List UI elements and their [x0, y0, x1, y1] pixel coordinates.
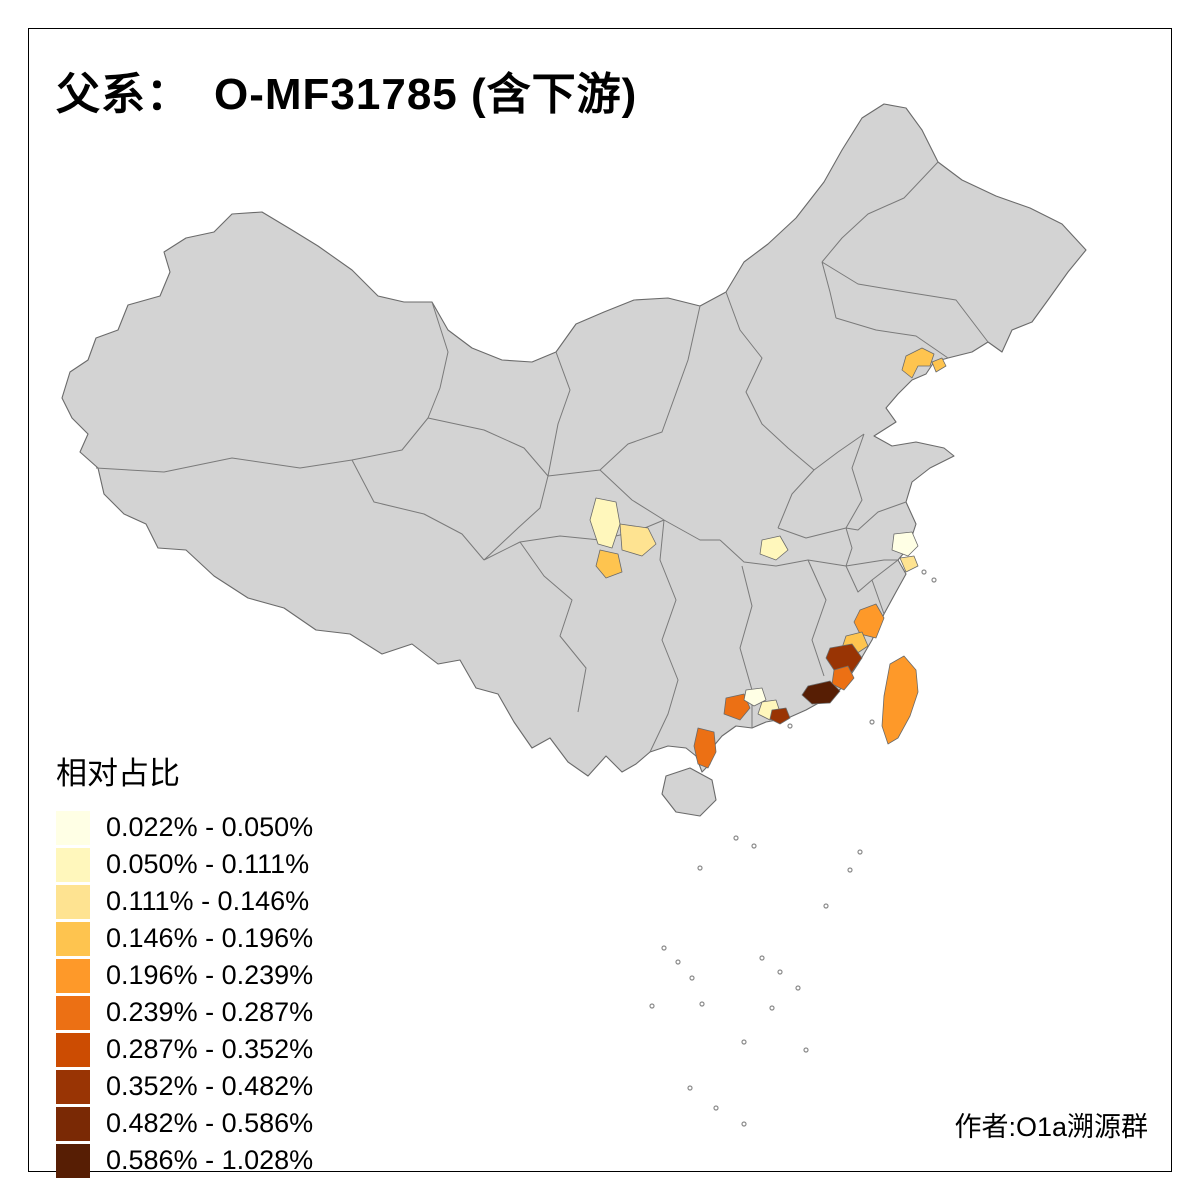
- legend-label: 0.239% - 0.287%: [106, 997, 314, 1027]
- region-shanghai-south: [899, 555, 919, 573]
- legend-label: 0.196% - 0.239%: [106, 960, 314, 990]
- legend-label: 0.050% - 0.111%: [106, 849, 310, 879]
- map-title: 父系： O-MF31785 (含下游): [56, 70, 638, 119]
- legend-label: 0.482% - 0.586%: [106, 1108, 314, 1138]
- region-sichuan-south: [595, 549, 623, 579]
- legend-item: 0.287% - 0.352%: [56, 1031, 313, 1068]
- legend-swatch: [56, 884, 90, 919]
- legend-swatch: [56, 1069, 90, 1104]
- legend-item: 0.050% - 0.111%: [56, 846, 313, 883]
- small-islands: [649, 569, 937, 1127]
- legend-label: 0.352% - 0.482%: [106, 1071, 314, 1101]
- legend-swatch: [56, 921, 90, 956]
- region-taiwan: [881, 655, 919, 745]
- legend-label: 0.111% - 0.146%: [106, 886, 310, 916]
- region-shanghai: [891, 531, 919, 557]
- legend-item: 0.111% - 0.146%: [56, 883, 313, 920]
- legend-item: 0.196% - 0.239%: [56, 957, 313, 994]
- region-guangdong-chaoshan: [801, 680, 841, 705]
- legend: 相对占比 0.022% - 0.050% 0.050% - 0.111% 0.1…: [56, 748, 313, 1179]
- mainland-china-shape: [61, 103, 1087, 777]
- legend-swatch: [56, 995, 90, 1030]
- legend-swatch: [56, 1143, 90, 1178]
- hainan-island-shape: [661, 767, 717, 817]
- legend-item: 0.239% - 0.287%: [56, 994, 313, 1031]
- region-fujian-northeast-coast: [853, 603, 885, 639]
- legend-swatch: [56, 1032, 90, 1067]
- region-leizhou-zhanjiang: [693, 727, 717, 769]
- legend-swatch: [56, 1106, 90, 1141]
- region-hunan-central: [759, 535, 789, 561]
- region-sichuan-east: [619, 523, 657, 557]
- legend-label: 0.146% - 0.196%: [106, 923, 314, 953]
- legend-swatch: [56, 958, 90, 993]
- attribution: 作者:O1a溯源群: [954, 1112, 1148, 1142]
- legend-item: 0.146% - 0.196%: [56, 920, 313, 957]
- region-guangdong-pearl-west: [723, 693, 751, 721]
- legend-label: 0.287% - 0.352%: [106, 1034, 314, 1064]
- legend-item: 0.352% - 0.482%: [56, 1068, 313, 1105]
- legend-item: 0.586% - 1.028%: [56, 1142, 313, 1179]
- province-borders: [95, 161, 989, 753]
- legend-item: 0.022% - 0.050%: [56, 809, 313, 846]
- region-fujian-xiamen: [831, 665, 855, 691]
- region-sichuan-northwest: [589, 497, 621, 549]
- legend-label: 0.586% - 1.028%: [106, 1145, 314, 1175]
- legend-swatch: [56, 847, 90, 882]
- legend-title: 相对占比: [56, 756, 180, 791]
- legend-label: 0.022% - 0.050%: [106, 812, 314, 842]
- region-guangdong-east-dark: [769, 707, 791, 725]
- legend-swatch: [56, 810, 90, 845]
- region-liaodong-dalian: [901, 347, 947, 379]
- region-fujian-quanzhou: [825, 643, 863, 673]
- legend-item: 0.482% - 0.586%: [56, 1105, 313, 1142]
- region-guangdong-pearl-north: [743, 687, 767, 707]
